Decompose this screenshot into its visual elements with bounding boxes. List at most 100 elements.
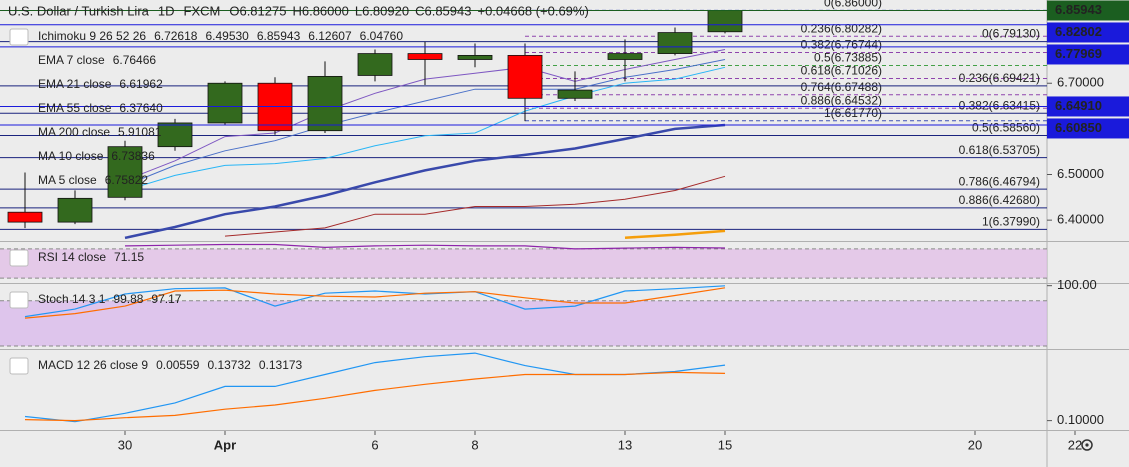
x-tick-label: 20 [968,437,982,452]
ohlc-value: 6.80920 [362,3,409,18]
legend-value: 6.04760 [360,29,404,43]
legend-name: Stoch 14 3 1 [38,292,106,306]
gear[interactable] [1081,439,1093,451]
settings-icon[interactable] [1081,439,1093,451]
x-tick-label: Apr [214,437,236,452]
price-label-box [1047,22,1129,43]
fib-label: 0(6.86000) [824,0,882,9]
candle-body [707,10,743,33]
ohlc-key: H [292,3,301,18]
indicator-menu[interactable] [9,357,29,375]
fib-label: 0.886(6.42680) [959,193,1040,207]
fib-label: 1(6.37990) [982,214,1040,228]
legend-value: 99.88 [113,292,143,306]
ohlc-key: L [355,3,362,18]
legend-value: 6.61962 [119,77,163,91]
ohlc-value: 6.85943 [424,3,471,18]
fib-label: 0.5(6.73885) [814,51,882,65]
fib-label: 0.764(6.67488) [801,80,882,94]
candle-body [157,122,193,148]
candle-body [607,53,643,60]
candle-body [207,82,243,124]
ohlc-value: 6.81275 [239,3,286,18]
price-label: 6.64910 [1055,98,1102,113]
price-label-box [1047,0,1129,21]
legend-value: 0.13732 [207,358,251,372]
price-label-box [1047,118,1129,139]
candle-body [307,75,343,132]
ohlc-value: 6.86000 [302,3,349,18]
symbol: U.S. Dollar / Turkish Lira [8,3,150,18]
change: +0.04668 (+0.69%) [477,3,588,18]
fib-label: 0.886(6.64532) [801,93,882,107]
fib-label: 0.382(6.63415) [959,98,1040,112]
band [0,248,1047,279]
panel: 100.00 Stoch 14 3 1 99.88 97.17 [0,277,1097,347]
legend-value: 5.91081 [118,125,162,139]
panel: 0.10000 MACD 12 26 close 9 0.00559 0.13732 0… [9,352,1104,427]
legend-name: MA 200 close [38,125,110,139]
legend-value: 71.15 [114,250,144,264]
fib-label: 0.5(6.58560) [972,121,1040,135]
x-tick-label: 15 [718,437,732,452]
interval: 1D [158,3,175,18]
legend-name: MA 5 close [38,173,97,187]
gear-center[interactable] [1085,443,1089,447]
price-label-box [1047,96,1129,117]
indicator-line [124,123,726,240]
price-label-box [1047,44,1129,65]
fib-label: 0.236(6.69421) [959,71,1040,85]
x-tick-label: 30 [118,437,132,452]
fib-label: 0.618(6.53705) [959,143,1040,157]
price-label: 6.82802 [1055,24,1102,39]
indicator-menu[interactable] [9,249,29,267]
candle-body [257,82,293,132]
x-tick-label: 22 [1068,437,1082,452]
legend-value: 6.75822 [105,173,149,187]
band [0,300,1047,347]
legend-value: 6.49530 [205,29,249,43]
indicator-line [124,243,726,250]
price-label: 6.77969 [1055,46,1102,61]
legend-name: RSI 14 close [38,250,106,264]
candle-body [107,146,143,198]
legend-value: 6.72618 [154,29,198,43]
indicator-menu[interactable] [9,291,29,309]
candle-body [57,197,93,223]
fib-label: 0.786(6.46794) [959,174,1040,188]
candle-body [457,54,493,60]
legend-name: MACD 12 26 close 9 [38,358,148,372]
legend-name: MA 10 close [38,149,104,163]
legend-name: EMA 7 close [38,53,105,67]
legend-name: EMA 21 close [38,77,112,91]
x-tick-label: 13 [618,437,632,452]
legend-name: EMA 55 close [38,101,112,115]
legend-name: Ichimoku 9 26 52 26 [38,29,146,43]
candle-body [657,32,693,54]
legend-value: 0.00559 [156,358,200,372]
indicator-line [624,229,726,239]
candle-body [507,54,543,99]
legend-value: 6.73836 [111,149,155,163]
source: FXCM [184,3,221,18]
panel: 6.40000 6.50000 6.70000 0(6.86000) 0.236(6.8… [0,0,1129,452]
candle-body [7,211,43,223]
collapse-button[interactable] [9,28,29,46]
x-tick-label: 8 [471,437,478,452]
fib-label: 0(6.79130) [982,27,1040,41]
indicator-line [24,371,726,422]
indicator-line [24,287,726,319]
panel: RSI 14 close 71.15 [0,243,1047,279]
legend-value: 6.85943 [257,29,301,43]
indicator-line [224,175,726,237]
indicator-line [24,285,726,318]
fib-label: 0.618(6.71026) [801,64,882,78]
legend-value: 6.37640 [119,101,163,115]
indicator-line [124,66,726,191]
candle-body [357,53,393,76]
y-tick-label: 6.70000 [1057,75,1104,90]
y-tick-label: 6.40000 [1057,212,1104,227]
candle-body [557,89,593,99]
